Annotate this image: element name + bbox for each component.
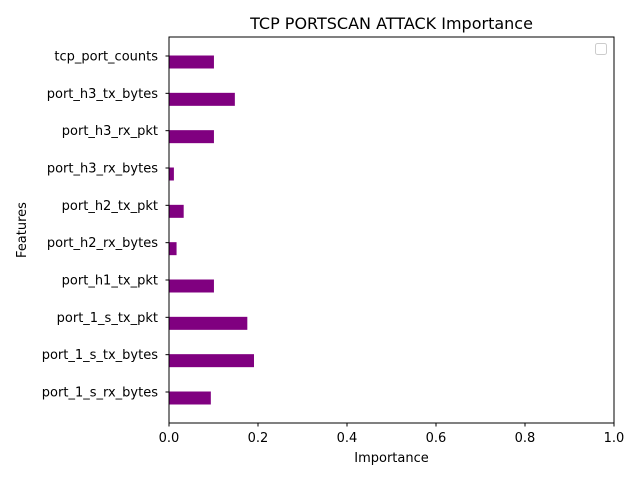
y-tick-label: port_h2_rx_bytes [47,236,158,251]
y-axis-label: Features [15,202,30,258]
chart-title: TCP PORTSCAN ATTACK Importance [249,14,533,33]
bar-tcp_port_counts [169,55,214,69]
x-axis-label: Importance [354,451,429,466]
y-tick-label: port_h3_rx_pkt [62,124,158,139]
x-tick-label: 0.4 [337,431,358,446]
bar-port_h1_tx_pkt [169,279,214,293]
bar-port_1_s_tx_bytes [169,354,254,368]
legend-box [595,43,607,55]
bars-group [169,55,254,405]
y-tick-label: port_h3_tx_bytes [47,87,158,102]
y-tick-label: tcp_port_counts [54,50,158,65]
y-tick-label: port_1_s_tx_bytes [42,348,159,363]
bar-port_1_s_tx_pkt [169,316,248,330]
x-ticks-group: 0.0 0.2 0.4 0.6 0.8 1.0 [159,423,625,446]
x-tick-label: 0.6 [426,431,447,446]
y-tick-label: port_h2_tx_pkt [62,199,158,214]
y-tick-label: port_1_s_tx_pkt [57,311,158,326]
bar-port_h2_rx_bytes [169,242,177,256]
y-tick-label: port_h3_rx_bytes [47,162,158,177]
bar-port_h2_tx_pkt [169,204,184,218]
plot-frame [168,36,615,424]
y-tick-label: port_1_s_rx_bytes [42,386,158,401]
x-tick-label: 0.0 [159,431,180,446]
bar-port_h3_tx_bytes [169,92,235,106]
y-tick-label: port_h1_tx_pkt [62,274,158,289]
x-tick-label: 0.2 [248,431,269,446]
bar-port_h3_rx_bytes [169,167,174,181]
bar-port_1_s_rx_bytes [169,391,211,405]
x-tick-label: 1.0 [604,431,625,446]
x-tick-label: 0.8 [515,431,536,446]
y-ticks-group: port_1_s_rx_bytes port_1_s_tx_bytes port_1… [42,50,169,401]
bar-port_h3_rx_pkt [169,130,214,144]
